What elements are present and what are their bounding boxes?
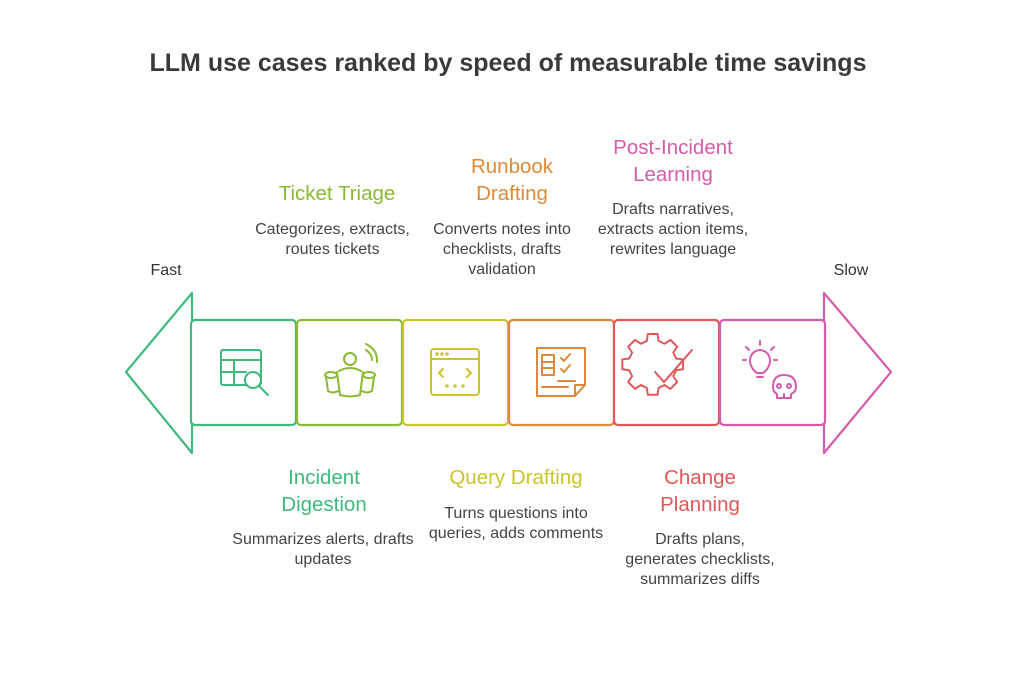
checklist-document-icon [536, 347, 586, 397]
step-box-6 [718, 318, 827, 427]
fast-label: Fast [150, 262, 182, 279]
left-arrowhead [124, 291, 194, 455]
code-window-icon [430, 348, 480, 396]
step-desc-post-incident-learning: Drafts narratives, extracts action items… [597, 201, 749, 258]
step-title-runbook-drafting: Runbook Drafting [470, 155, 554, 205]
right-arrowhead [822, 291, 893, 455]
step-box-4 [507, 318, 616, 427]
group-people-icon [324, 343, 379, 398]
step-box-3 [401, 318, 510, 427]
step-title-query-drafting: Query Drafting [449, 466, 583, 489]
gear-check-icon [621, 333, 693, 396]
step-title-ticket-triage: Ticket Triage [278, 182, 396, 205]
slow-label: Slow [833, 262, 869, 279]
step-box-2 [295, 318, 404, 427]
step-desc-change-planning: Drafts plans, generates checklists, summ… [625, 531, 775, 588]
table-search-icon [220, 349, 269, 396]
lightbulb-skull-icon [742, 340, 797, 399]
step-desc-query-drafting: Turns questions into queries, adds comme… [428, 505, 604, 542]
step-desc-ticket-triage: Categorizes, extracts, routes tickets [255, 221, 410, 258]
step-desc-runbook-drafting: Converts notes into checklists, drafts v… [433, 221, 571, 278]
step-desc-incident-digestion: Summarizes alerts, drafts updates [232, 531, 414, 568]
step-title-change-planning: Change Planning [660, 466, 740, 516]
step-title-post-incident-learning: Post-Incident Learning [613, 136, 733, 186]
step-title-incident-digestion: Incident Digestion [281, 466, 367, 516]
diagram-title: LLM use cases ranked by speed of measura… [149, 49, 867, 77]
